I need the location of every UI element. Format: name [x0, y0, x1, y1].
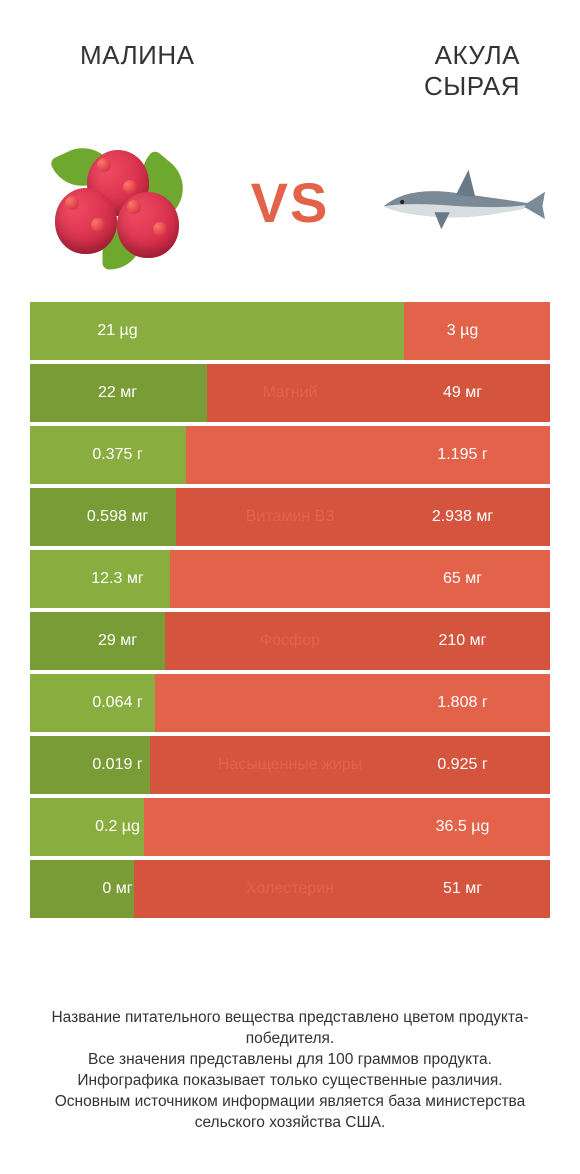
vs-label: VS [251, 170, 330, 235]
value-right: 0.925 г [375, 736, 550, 794]
table-row: 0 мгХолестерин51 мг [30, 860, 550, 918]
nutrient-label: Полиненасыщенные жиры [205, 426, 375, 484]
value-left: 0 мг [30, 860, 205, 918]
value-right: 65 мг [375, 550, 550, 608]
table-row: 0.019 гНасыщенные жиры0.925 г [30, 736, 550, 794]
table-row: 0.2 µgСелен36.5 µg [30, 798, 550, 856]
value-right: 36.5 µg [375, 798, 550, 856]
title-left: МАЛИНА [60, 40, 300, 71]
nutrient-label: Фосфор [205, 612, 375, 670]
table-row: 21 µgВитамин B93 µg [30, 302, 550, 360]
value-right: 2.938 мг [375, 488, 550, 546]
footer-line: Все значения представлены для 100 граммо… [30, 1050, 550, 1071]
footer-line: Инфографика показывает только существенн… [30, 1071, 550, 1092]
nutrient-label: Мононенасыщенные жиры [205, 674, 375, 732]
value-right: 51 мг [375, 860, 550, 918]
footer-line: Название питательного вещества представл… [30, 1008, 550, 1050]
table-row: 22 мгМагний49 мг [30, 364, 550, 422]
table-row: 0.064 гМононенасыщенные жиры1.808 г [30, 674, 550, 732]
value-right: 49 мг [375, 364, 550, 422]
value-right: 210 мг [375, 612, 550, 670]
value-left: 12.3 мг [30, 550, 205, 608]
nutrient-label: Витамин B3 [205, 488, 375, 546]
table-row: 0.598 мгВитамин B32.938 мг [30, 488, 550, 546]
nutrient-label: Селен [205, 798, 375, 856]
value-left: 21 µg [30, 302, 205, 360]
nutrient-label: Холин [205, 550, 375, 608]
value-left: 0.598 мг [30, 488, 205, 546]
table-row: 0.375 гПолиненасыщенные жиры1.195 г [30, 426, 550, 484]
value-left: 0.064 г [30, 674, 205, 732]
header: МАЛИНА АКУЛАСЫРАЯ [0, 0, 580, 102]
nutrient-label: Холестерин [205, 860, 375, 918]
comparison-table: 21 µgВитамин B93 µg22 мгМагний49 мг0.375… [0, 302, 580, 918]
title-right: АКУЛАСЫРАЯ [300, 40, 520, 102]
nutrient-label: Насыщенные жиры [205, 736, 375, 794]
nutrient-label: Витамин B9 [205, 302, 375, 360]
footer-notes: Название питательного вещества представл… [30, 1008, 550, 1134]
value-right: 3 µg [375, 302, 550, 360]
value-left: 0.019 г [30, 736, 205, 794]
value-right: 1.808 г [375, 674, 550, 732]
value-left: 22 мг [30, 364, 205, 422]
value-right: 1.195 г [375, 426, 550, 484]
value-left: 29 мг [30, 612, 205, 670]
table-row: 12.3 мгХолин65 мг [30, 550, 550, 608]
raspberry-image [30, 127, 210, 277]
footer-line: Основным источником информации является … [30, 1092, 550, 1134]
shark-image [370, 127, 550, 277]
vs-row: VS [0, 102, 580, 302]
nutrient-label: Магний [205, 364, 375, 422]
table-row: 29 мгФосфор210 мг [30, 612, 550, 670]
value-left: 0.375 г [30, 426, 205, 484]
value-left: 0.2 µg [30, 798, 205, 856]
